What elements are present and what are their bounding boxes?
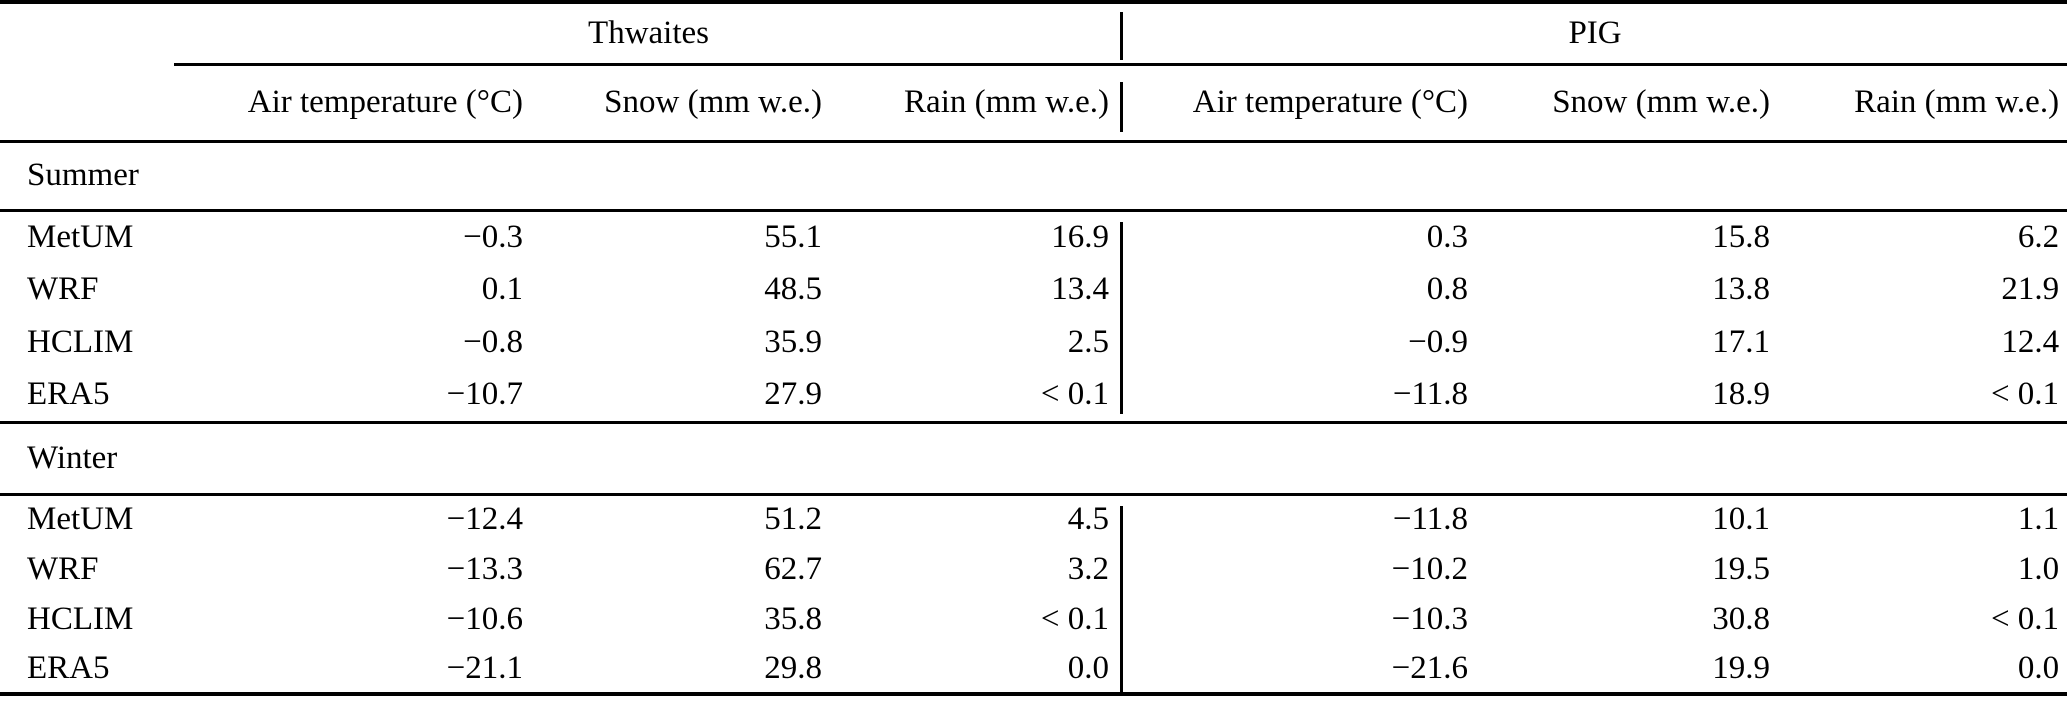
model-name-cell: HCLIM	[27, 324, 134, 360]
value-cell: 0.1	[481, 271, 523, 307]
table-row: HCLIM −10.6 35.8 < 0.1 −10.3 30.8 < 0.1	[0, 594, 2067, 644]
value-cell: −11.8	[1123, 369, 1469, 424]
table-row: ERA5 −21.1 29.8 0.0 −21.6 19.9 0.0	[0, 644, 2067, 694]
table-row: HCLIM −0.8 35.9 2.5 −0.9 17.1 12.4	[0, 316, 2067, 369]
value-cell: < 0.1	[822, 369, 1124, 424]
value-cell: −10.7	[174, 369, 523, 424]
value-cell: 35.8	[764, 600, 822, 637]
col-header-pig-rain: Rain (mm w.e.)	[1770, 64, 2067, 143]
corner-spacer	[0, 2, 174, 64]
col-header-thwaites-snow: Snow (mm w.e.)	[523, 64, 822, 143]
value-cell: −10.3	[1391, 600, 1469, 637]
value-cell: 48.5	[764, 271, 822, 307]
model-name-cell: MetUM	[27, 501, 134, 538]
value-cell: −0.8	[463, 324, 523, 360]
model-column-spacer	[0, 64, 174, 143]
col-header-pig-snow: Snow (mm w.e.)	[1468, 64, 1771, 143]
table-row: MetUM −0.3 55.1 16.9 0.3 15.8 6.2	[0, 210, 2067, 263]
value-cell: 0.0	[2017, 649, 2060, 686]
value-cell: 13.8	[1712, 271, 1771, 307]
value-cell: −12.4	[446, 501, 523, 538]
value-cell: 1.0	[2017, 550, 2060, 587]
value-cell: 55.1	[764, 218, 822, 255]
value-cell: < 0.1	[1990, 600, 2060, 637]
model-name-cell: WRF	[27, 550, 99, 587]
value-cell: −10.6	[446, 600, 523, 637]
table-row: ERA5 −10.7 27.9 < 0.1 −11.8 18.9 < 0.1	[0, 369, 2067, 424]
model-name-cell: ERA5	[0, 369, 174, 424]
table-row: MetUM −12.4 51.2 4.5 −11.8 10.1 1.1	[0, 494, 2067, 544]
model-name-cell: WRF	[27, 271, 99, 307]
value-cell: 4.5	[1067, 501, 1110, 538]
col-header-pig-air-temp: Air temperature (°C)	[1123, 64, 1469, 143]
value-cell: 10.1	[1712, 501, 1771, 538]
value-cell: −0.9	[1408, 324, 1469, 360]
value-cell: 29.8	[764, 649, 822, 686]
value-cell: 16.9	[1051, 218, 1110, 255]
value-cell: 18.9	[1468, 369, 1771, 424]
value-cell: −11.8	[1392, 501, 1469, 538]
value-cell: −10.2	[1391, 550, 1469, 587]
value-cell: 51.2	[764, 501, 822, 538]
model-name-cell: MetUM	[27, 218, 134, 255]
col-header-thwaites-air-temp: Air temperature (°C)	[174, 64, 523, 143]
value-cell: 13.4	[1051, 271, 1110, 307]
value-cell: −0.3	[463, 218, 523, 255]
value-cell: −21.1	[446, 649, 523, 686]
table-row: WRF 0.1 48.5 13.4 0.8 13.8 21.9	[0, 263, 2067, 316]
section-row-summer: Summer	[0, 141, 2067, 212]
model-name-cell: HCLIM	[27, 600, 134, 637]
value-cell: 2.5	[1067, 324, 1110, 360]
value-cell: 17.1	[1712, 324, 1771, 360]
value-cell: 3.2	[1067, 550, 1110, 587]
value-cell: 21.9	[2001, 271, 2060, 307]
section-label-winter: Winter	[0, 422, 2067, 496]
table-row: WRF −13.3 62.7 3.2 −10.2 19.5 1.0	[0, 544, 2067, 594]
value-cell: 0.3	[1426, 218, 1469, 255]
group-header-thwaites: Thwaites	[174, 2, 1124, 66]
value-cell: < 0.1	[1770, 369, 2067, 424]
model-name-cell: ERA5	[27, 649, 110, 686]
value-cell: < 0.1	[1040, 600, 1110, 637]
section-label-summer: Summer	[0, 141, 2067, 212]
value-cell: 6.2	[2017, 218, 2060, 255]
value-cell: 0.0	[1067, 649, 1110, 686]
group-header-row: Thwaites PIG	[0, 2, 2067, 66]
value-cell: 19.9	[1712, 649, 1771, 686]
vertical-divider	[1120, 506, 1123, 694]
vertical-divider	[1120, 222, 1123, 414]
vertical-divider	[1120, 82, 1123, 132]
value-cell: 35.9	[764, 324, 822, 360]
value-cell: 1.1	[2017, 501, 2060, 538]
value-cell: 30.8	[1712, 600, 1771, 637]
column-header-row: Air temperature (°C) Snow (mm w.e.) Rain…	[0, 64, 2067, 143]
value-cell: 27.9	[523, 369, 822, 424]
group-header-pig: PIG	[1123, 2, 2067, 66]
value-cell: −13.3	[446, 550, 523, 587]
value-cell: 12.4	[2001, 324, 2060, 360]
value-cell: −21.6	[1391, 649, 1469, 686]
value-cell: 19.5	[1712, 550, 1771, 587]
vertical-divider	[1120, 12, 1123, 60]
value-cell: 0.8	[1426, 271, 1469, 307]
col-header-thwaites-rain: Rain (mm w.e.)	[822, 64, 1124, 143]
section-row-winter: Winter	[0, 422, 2067, 496]
value-cell: 15.8	[1712, 218, 1771, 255]
value-cell: 62.7	[764, 550, 822, 587]
